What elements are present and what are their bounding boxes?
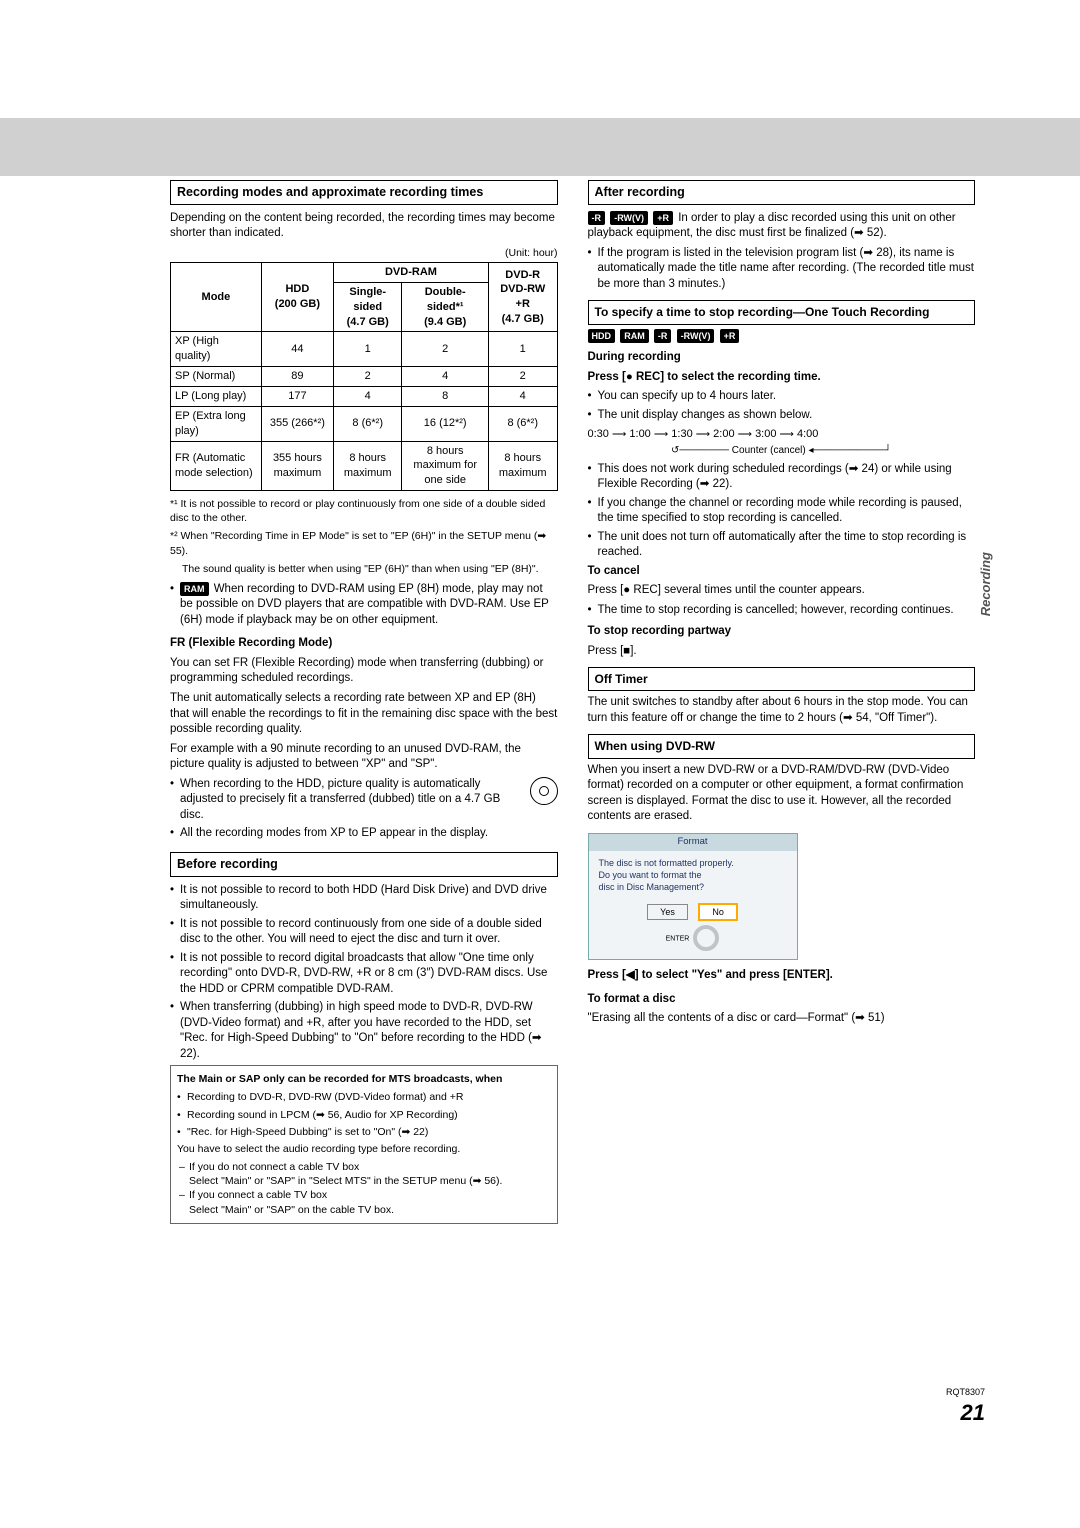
footnote-1: *¹ It is not possible to record or play … xyxy=(170,497,558,525)
table-row: FR (Automatic mode selection)355 hours m… xyxy=(171,441,558,491)
disc-icon xyxy=(530,777,558,805)
table-row: XP (High quality)44121 xyxy=(171,332,558,367)
dialog-title: Format xyxy=(589,834,797,851)
partway-title: To stop recording partway xyxy=(588,624,976,640)
during-recording-label: During recording xyxy=(588,350,976,366)
dialog-body: The disc is not formatted properly. Do y… xyxy=(589,851,797,899)
format-body: "Erasing all the contents of a disc or c… xyxy=(588,1011,976,1027)
unit-label: (Unit: hour) xyxy=(170,246,558,260)
header-gray-bar xyxy=(0,118,1080,176)
ram-note: RAM When recording to DVD-RAM using EP (… xyxy=(170,582,558,629)
footnote-2a: *² When "Recording Time in EP Mode" is s… xyxy=(170,529,558,557)
partway-line: Press [■]. xyxy=(588,644,976,660)
ot-b4: If you change the channel or recording m… xyxy=(588,496,976,527)
press-rec-line: Press [● REC] to select the recording ti… xyxy=(588,370,976,386)
table-row: SP (Normal)89242 xyxy=(171,367,558,387)
after-b1: If the program is listed in the televisi… xyxy=(588,246,976,293)
fr-line-2: The unit automatically selects a recordi… xyxy=(170,691,558,738)
mts-b3: "Rec. for High-Speed Dubbing" is set to … xyxy=(177,1125,551,1139)
th-double: Double-sided*¹(9.4 GB) xyxy=(402,282,489,332)
rwv-badge: -RW(V) xyxy=(610,211,648,225)
no-button[interactable]: No xyxy=(698,903,738,921)
right-column: After recording -R -RW(V) +R In order to… xyxy=(588,180,976,1230)
doc-code: RQT8307 xyxy=(946,1386,985,1398)
table-row: EP (Extra long play)355 (266*²)8 (6*²)16… xyxy=(171,406,558,441)
dvdrw-body: When you insert a new DVD-RW or a DVD-RA… xyxy=(588,763,976,825)
mts-d1: If you do not connect a cable TV boxSele… xyxy=(189,1160,551,1188)
cancel-b1: The time to stop recording is cancelled;… xyxy=(588,603,976,619)
before-b3: It is not possible to record digital bro… xyxy=(170,951,558,998)
heading-after-recording: After recording xyxy=(588,180,976,205)
mts-d2: If you connect a cable TV boxSelect "Mai… xyxy=(189,1188,551,1216)
cancel-title: To cancel xyxy=(588,564,976,580)
fr-bullet-2: All the recording modes from XP to EP ap… xyxy=(170,826,558,842)
ram-badge: RAM xyxy=(180,582,209,596)
badge-row: HDD RAM -R -RW(V) +R xyxy=(588,329,976,345)
th-mode: Mode xyxy=(171,263,262,332)
format-dialog: Format The disc is not formatted properl… xyxy=(588,833,798,960)
ot-b3: This does not work during scheduled reco… xyxy=(588,462,976,493)
fr-bullet-1: When recording to the HDD, picture quali… xyxy=(170,777,558,824)
mts-box: The Main or SAP only can be recorded for… xyxy=(170,1065,558,1224)
page-content: Recording modes and approximate recordin… xyxy=(0,0,1080,1230)
th-hdd: HDD(200 GB) xyxy=(261,263,333,332)
fr-line-3: For example with a 90 minute recording t… xyxy=(170,742,558,773)
side-tab-recording: Recording xyxy=(977,552,995,616)
th-dvdr: DVD-RDVD-RW+R(4.7 GB) xyxy=(488,263,557,332)
fr-line-1: You can set FR (Flexible Recording) mode… xyxy=(170,656,558,687)
before-b4: When transferring (dubbing) in high spee… xyxy=(170,1000,558,1062)
format-title: To format a disc xyxy=(588,992,976,1008)
before-b2: It is not possible to record continuousl… xyxy=(170,917,558,948)
plusr-badge: +R xyxy=(653,211,673,225)
ot-b1: You can specify up to 4 hours later. xyxy=(588,389,976,405)
page-number: 21 xyxy=(961,1398,985,1428)
r-badge: -R xyxy=(588,211,606,225)
ot-b2: The unit display changes as shown below. xyxy=(588,408,976,424)
mts-title: The Main or SAP only can be recorded for… xyxy=(177,1072,551,1086)
cancel-line: Press [● REC] several times until the co… xyxy=(588,583,976,599)
table-row: LP (Long play)177484 xyxy=(171,386,558,406)
mts-b1: Recording to DVD-R, DVD-RW (DVD-Video fo… xyxy=(177,1090,551,1104)
press-yes-line: Press [◀] to select "Yes" and press [ENT… xyxy=(588,968,976,984)
counter-display: 0:30 ⟶ 1:00 ⟶ 1:30 ⟶ 2:00 ⟶ 3:00 ⟶ 4:00 … xyxy=(588,427,976,457)
th-single: Single-sided(4.7 GB) xyxy=(333,282,401,332)
recording-modes-table: Mode HDD(200 GB) DVD-RAM DVD-RDVD-RW+R(4… xyxy=(170,262,558,491)
heading-recording-modes: Recording modes and approximate recordin… xyxy=(170,180,558,205)
offtimer-body: The unit switches to standby after about… xyxy=(588,695,976,726)
intro-text: Depending on the content being recorded,… xyxy=(170,211,558,242)
heading-offtimer: Off Timer xyxy=(588,667,976,691)
enter-icon[interactable] xyxy=(693,925,719,951)
ot-b5: The unit does not turn off automatically… xyxy=(588,530,976,561)
dialog-buttons: Yes No ENTER xyxy=(589,899,797,959)
mts-b2: Recording sound in LPCM (➡ 56, Audio for… xyxy=(177,1108,551,1122)
after-line-1: -R -RW(V) +R In order to play a disc rec… xyxy=(588,211,976,242)
before-b1: It is not possible to record to both HDD… xyxy=(170,883,558,914)
mts-note: You have to select the audio recording t… xyxy=(177,1142,551,1156)
heading-onetouch: To specify a time to stop recording—One … xyxy=(588,300,976,324)
left-column: Recording modes and approximate recordin… xyxy=(170,180,558,1230)
heading-dvdrw: When using DVD-RW xyxy=(588,734,976,758)
fr-title: FR (Flexible Recording Mode) xyxy=(170,636,558,652)
yes-button[interactable]: Yes xyxy=(647,904,688,920)
th-dvdram: DVD-RAM xyxy=(333,263,488,283)
heading-before-recording: Before recording xyxy=(170,852,558,877)
footnote-2b: The sound quality is better when using "… xyxy=(170,562,558,576)
